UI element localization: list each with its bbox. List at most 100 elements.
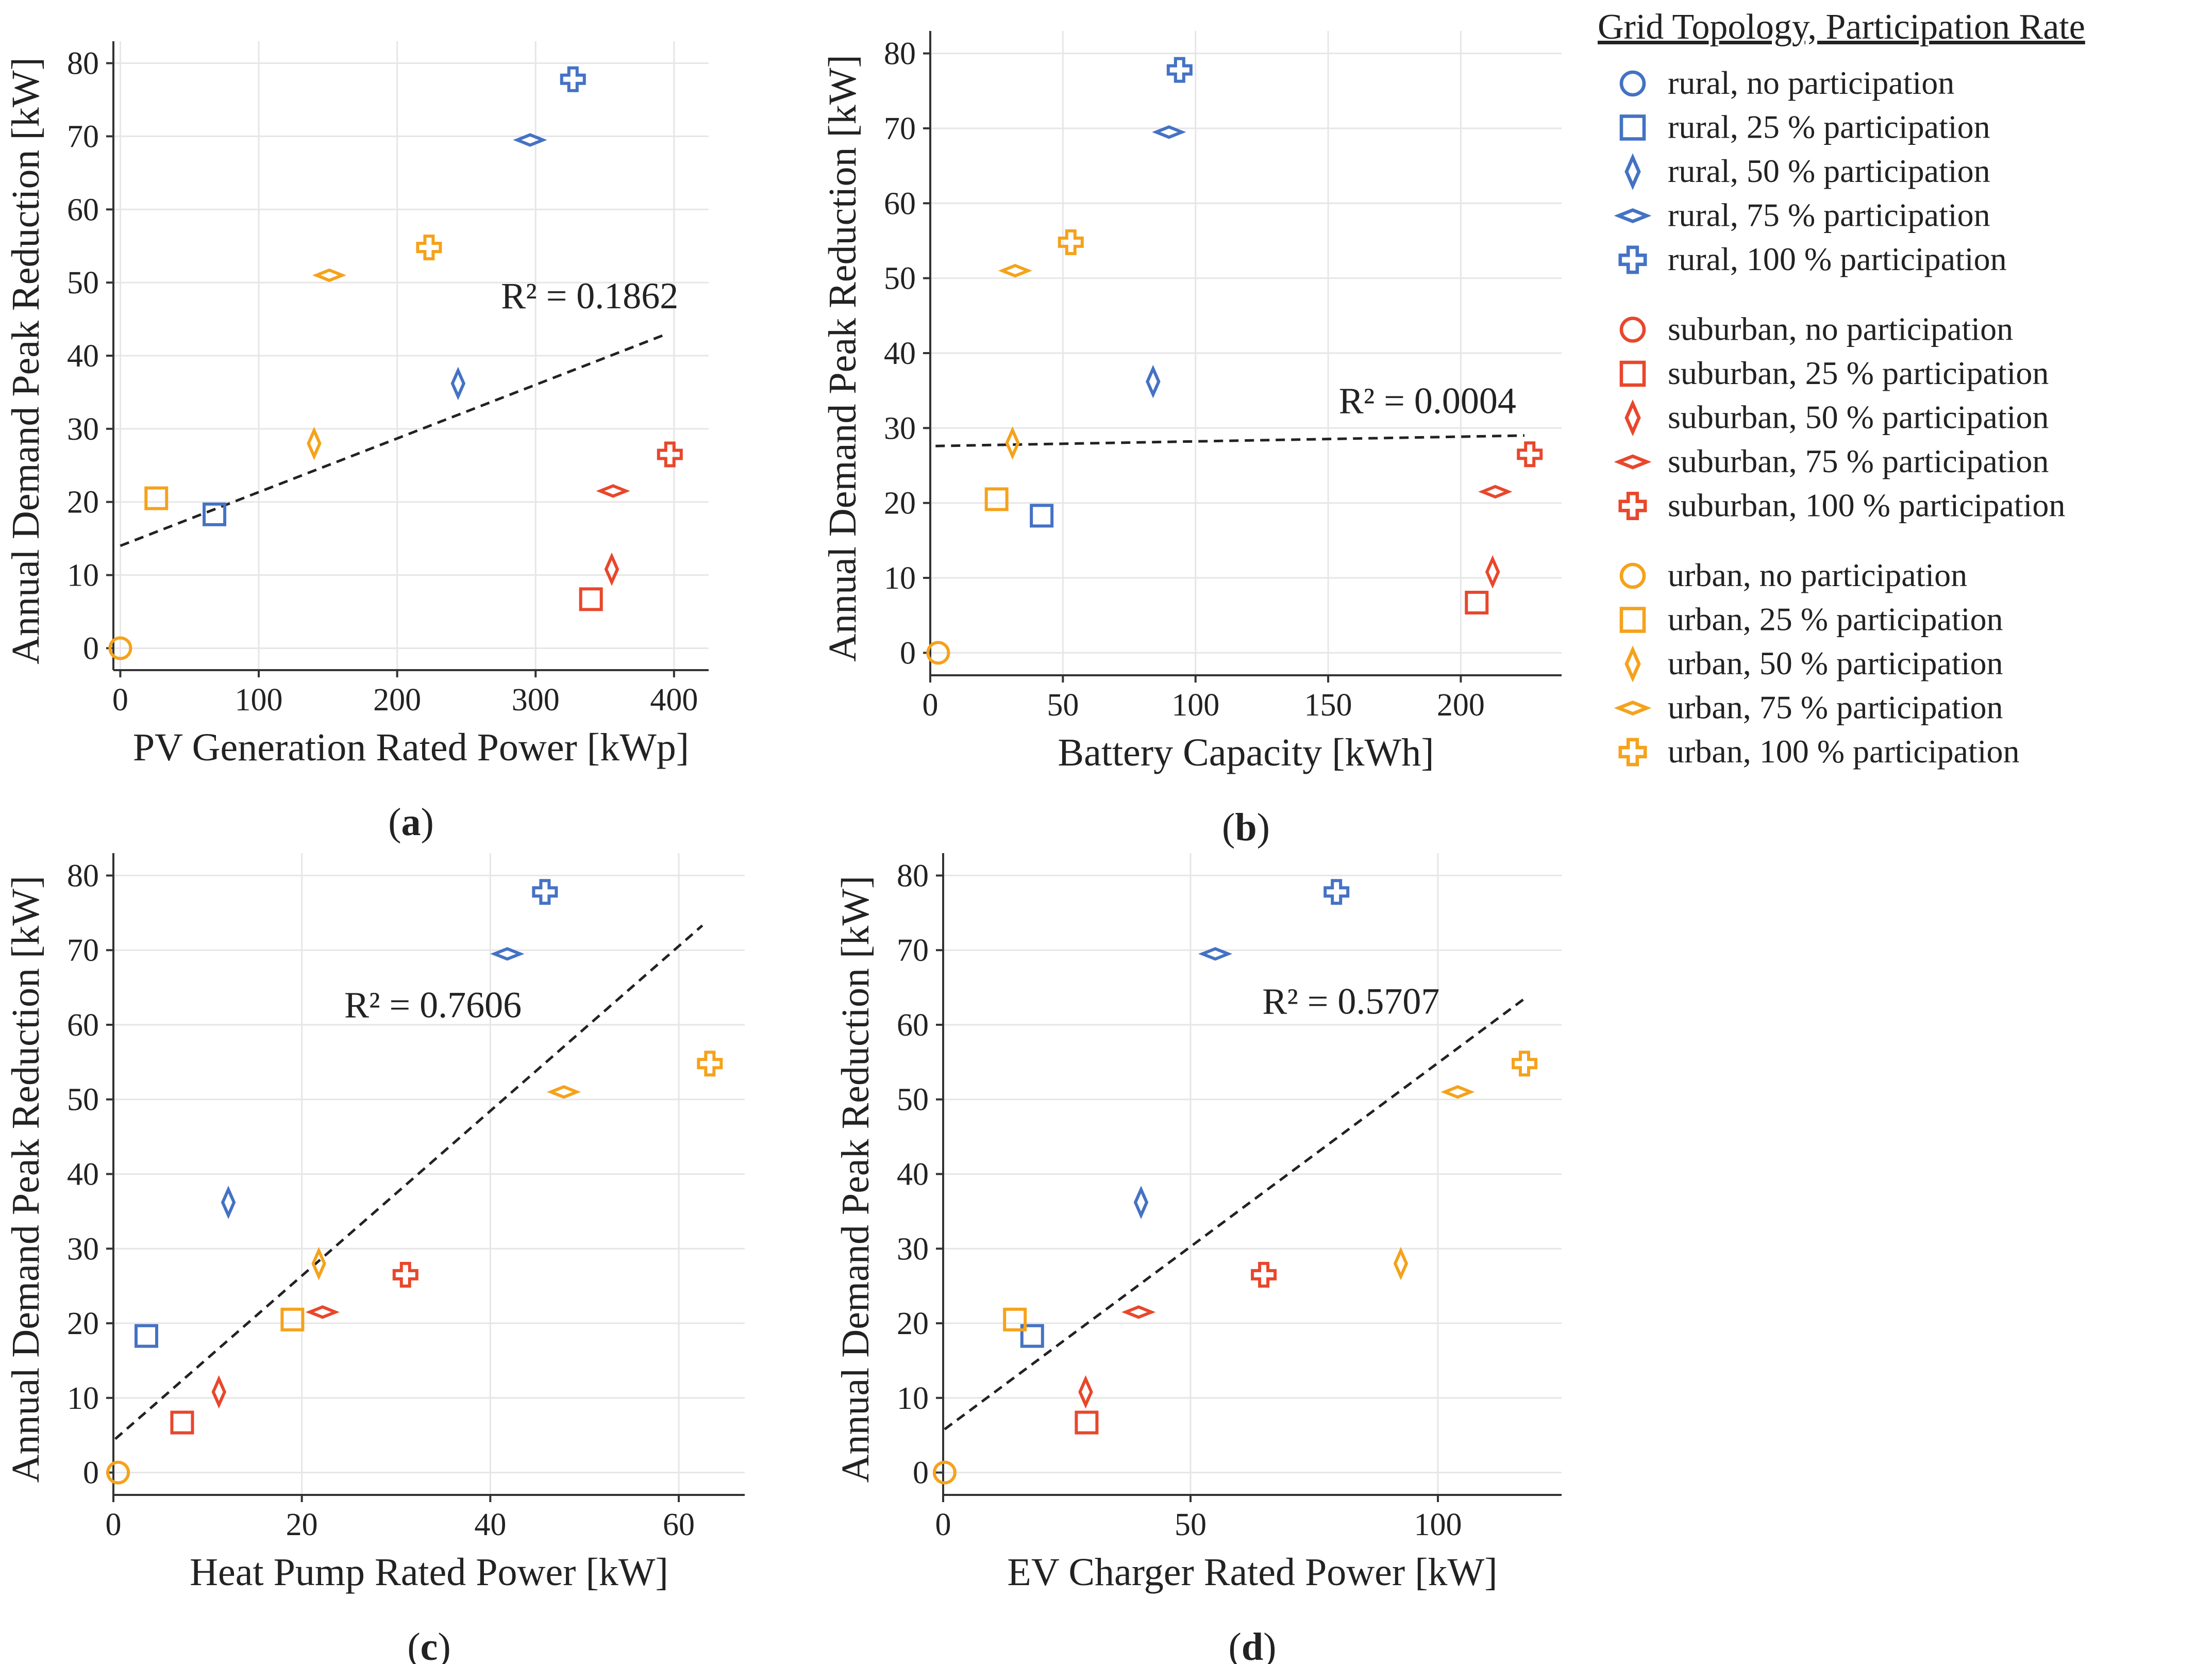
legend-entry-label: rural, 25 % participation xyxy=(1668,109,1990,145)
x-tick-label: 0 xyxy=(923,688,939,723)
trend-line xyxy=(114,924,703,1440)
point-suburban-diamond-wide xyxy=(596,484,630,498)
point-suburban-square xyxy=(579,587,603,611)
point-rural-diamond-wide xyxy=(490,947,525,961)
legend-entry-label: suburban, no participation xyxy=(1668,311,2013,347)
y-tick-label: 60 xyxy=(67,192,99,227)
panel-letter-text: d xyxy=(1242,1625,1263,1664)
point-rural-cross xyxy=(532,879,558,905)
point-rural-cross xyxy=(560,66,586,92)
x-tick-label: 300 xyxy=(512,683,560,718)
point-suburban-square xyxy=(170,1410,194,1435)
legend-entry-label: suburban, 100 % participation xyxy=(1668,487,2065,524)
x-tick-label: 200 xyxy=(373,683,421,718)
y-tick-label: 70 xyxy=(67,933,99,968)
y-tick-label: 40 xyxy=(67,1157,99,1192)
point-urban-circle xyxy=(108,636,132,660)
y-tick-label: 0 xyxy=(913,1456,929,1491)
y-tick-label: 70 xyxy=(884,111,916,146)
point-suburban-diamond-tall xyxy=(211,1375,227,1409)
x-tick-label: 20 xyxy=(286,1507,318,1542)
x-axis-title: EV Charger Rated Power [kW] xyxy=(1007,1551,1497,1594)
point-rural-square xyxy=(1030,504,1054,528)
point-suburban-cross xyxy=(392,1261,418,1288)
panel-letter: (d) xyxy=(1229,1625,1277,1664)
point-urban-cross xyxy=(1512,1051,1537,1077)
point-rural-cross xyxy=(1323,879,1350,905)
y-tick-label: 80 xyxy=(67,46,99,81)
legend-title: Grid Topology, Participation Rate xyxy=(1598,7,2085,47)
legend-entry-label: rural, 75 % participation xyxy=(1668,197,1990,234)
point-rural-diamond-tall xyxy=(450,367,466,401)
point-urban-square xyxy=(144,486,169,510)
legend-entry-label: suburban, 25 % participation xyxy=(1668,355,2049,391)
legend-marker-suburban-cross xyxy=(1618,491,1647,521)
x-tick-label: 150 xyxy=(1304,688,1352,723)
point-rural-diamond-wide xyxy=(1152,125,1186,139)
legend-entry-label: suburban, 75 % participation xyxy=(1668,443,2049,479)
point-urban-diamond-tall xyxy=(1005,426,1020,460)
point-urban-cross xyxy=(416,235,442,261)
trend-line xyxy=(935,434,1524,447)
y-tick-label: 80 xyxy=(884,37,916,72)
legend-entry-label: urban, 50 % participation xyxy=(1668,645,2003,681)
legend-marker-urban-circle xyxy=(1619,562,1646,589)
legend-marker-rural-square xyxy=(1619,114,1646,141)
y-tick-label: 50 xyxy=(897,1083,929,1118)
y-axis-title: Annual Demand Peak Reduction [kW] xyxy=(4,876,47,1483)
legend-entry-label: rural, no participation xyxy=(1668,64,1954,101)
y-tick-label: 30 xyxy=(67,412,99,447)
legend-marker-suburban-square xyxy=(1619,360,1646,387)
panel-letter-text: b xyxy=(1235,806,1256,849)
legend-entry-label: suburban, 50 % participation xyxy=(1668,399,2049,436)
point-rural-cross xyxy=(1166,57,1193,83)
y-tick-label: 70 xyxy=(897,933,929,968)
legend-marker-rural-diamond-wide xyxy=(1614,208,1652,224)
panel-c: 0 20 40 60 0 10 20 30 40 50 60 70 80 Heat Pump Rated … xyxy=(4,853,745,1664)
point-rural-square xyxy=(1020,1324,1044,1348)
y-axis-title: Annual Demand Peak Reduction [kW] xyxy=(4,57,47,664)
point-urban-circle xyxy=(926,641,950,665)
y-tick-label: 40 xyxy=(67,339,99,374)
y-tick-label: 20 xyxy=(884,486,916,521)
point-suburban-diamond-tall xyxy=(604,552,619,586)
x-tick-label: 400 xyxy=(650,683,698,718)
y-axis-title: Annual Demand Peak Reduction [kW] xyxy=(821,55,864,662)
y-tick-label: 0 xyxy=(83,631,99,666)
point-urban-diamond-wide xyxy=(312,268,347,282)
point-urban-circle xyxy=(106,1460,130,1485)
x-tick-label: 0 xyxy=(112,683,128,718)
legend-marker-rural-diamond-tall xyxy=(1624,153,1641,190)
r2-label: R² = 0.1862 xyxy=(501,275,678,317)
point-rural-diamond-wide xyxy=(513,133,547,147)
x-tick-label: 40 xyxy=(474,1507,506,1542)
y-tick-label: 60 xyxy=(67,1008,99,1043)
legend-marker-urban-cross xyxy=(1618,738,1647,767)
trend-line xyxy=(944,997,1526,1430)
legend-entry-label: urban, 25 % participation xyxy=(1668,601,2003,638)
point-rural-diamond-tall xyxy=(1133,1186,1149,1219)
legend-marker-rural-cross xyxy=(1618,245,1647,274)
point-suburban-diamond-wide xyxy=(1121,1305,1156,1319)
panel-letter: (c) xyxy=(407,1625,450,1664)
point-urban-diamond-wide xyxy=(1440,1085,1475,1099)
point-urban-diamond-wide xyxy=(546,1085,581,1099)
y-tick-label: 40 xyxy=(897,1157,929,1192)
point-suburban-cross xyxy=(1251,1261,1277,1288)
y-tick-label: 30 xyxy=(884,411,916,446)
x-axis-title: Battery Capacity [kWh] xyxy=(1058,731,1434,774)
y-tick-label: 10 xyxy=(897,1381,929,1416)
legend-marker-urban-square xyxy=(1619,607,1646,633)
x-tick-label: 0 xyxy=(106,1507,122,1542)
point-suburban-square xyxy=(1075,1410,1099,1435)
x-tick-label: 100 xyxy=(1414,1507,1462,1542)
legend-entry-label: rural, 50 % participation xyxy=(1668,153,1990,189)
point-suburban-diamond-tall xyxy=(1078,1375,1093,1409)
x-tick-label: 100 xyxy=(1171,688,1219,723)
x-tick-label: 60 xyxy=(663,1507,695,1542)
point-suburban-cross xyxy=(657,441,683,468)
legend-entry-label: rural, 100 % participation xyxy=(1668,241,2007,277)
point-rural-diamond-tall xyxy=(1146,364,1161,398)
point-suburban-diamond-wide xyxy=(1478,485,1513,499)
